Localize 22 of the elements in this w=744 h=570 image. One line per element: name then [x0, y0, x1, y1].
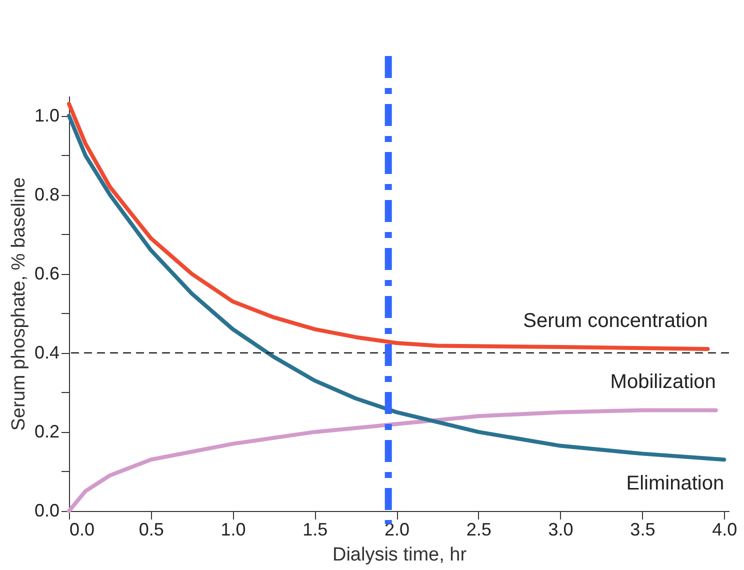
- x-tick-label: 4.0: [712, 520, 738, 540]
- y-tick-label: 0.8: [34, 184, 60, 204]
- x-tick-label: 0.0: [70, 520, 95, 540]
- series-label: Elimination: [626, 472, 724, 495]
- series-label: Serum concentration: [523, 310, 708, 332]
- line-series: [67, 114, 726, 462]
- y-tick-label: 1.0: [34, 105, 60, 126]
- y-tick-label: 0.6: [34, 263, 60, 284]
- x-tick-label: 1.0: [220, 520, 246, 540]
- x-tick-label: 2.0: [384, 520, 410, 540]
- y-tick-label: 0.2: [34, 421, 60, 442]
- y-axis-title: Serum phosphate, % baseline: [8, 177, 30, 431]
- x-tick-label: 3.5: [630, 520, 656, 540]
- y-tick-label: 0.4: [34, 342, 60, 362]
- x-tick-label: 1.5: [302, 520, 328, 540]
- x-tick-label: 3.0: [548, 520, 574, 540]
- x-tick-label: 2.5: [466, 520, 492, 540]
- x-tick-label: 0.5: [138, 520, 164, 540]
- x-axis-title: Dialysis time, hr: [332, 544, 468, 566]
- line-series: [67, 102, 710, 351]
- series-label: Mobilization: [610, 371, 716, 394]
- y-tick-label: 0.0: [34, 500, 60, 520]
